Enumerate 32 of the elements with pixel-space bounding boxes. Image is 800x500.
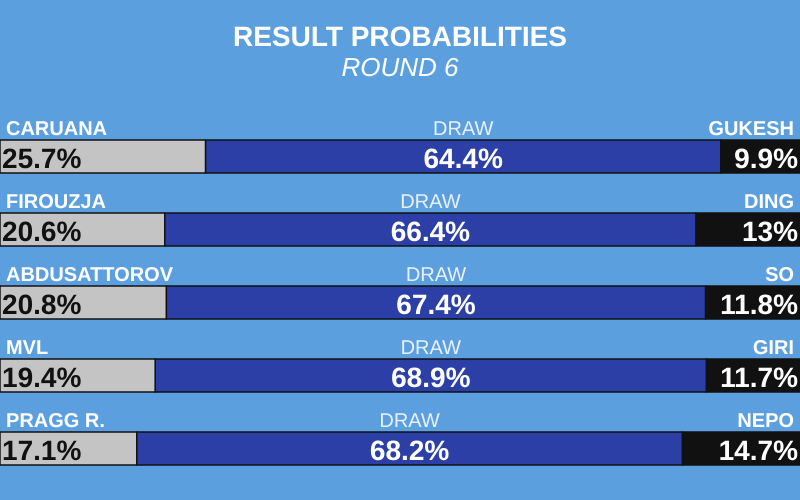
annotation: SO xyxy=(765,264,794,286)
series-label: DRAW xyxy=(433,118,494,140)
text: DRAW xyxy=(406,264,466,286)
y-tick-label: ABDUSATTOROV xyxy=(6,264,174,286)
chart-title: RESULT PROBABILITIES xyxy=(233,21,567,52)
annotation: NEPO xyxy=(737,410,794,432)
y-tick-label: CARUANA xyxy=(6,118,108,140)
text: DRAW xyxy=(379,410,440,432)
data-label: 66.4% xyxy=(390,216,470,247)
data-label: 19.4% xyxy=(2,362,82,393)
data-label: 11.8% xyxy=(720,289,798,320)
data-label: 67.4% xyxy=(396,289,476,320)
data-label: 20.6% xyxy=(2,216,82,247)
data-label: 13% xyxy=(742,216,798,247)
y-tick-label: PRAGG R. xyxy=(6,410,105,432)
data-label: 25.7% xyxy=(2,143,82,174)
y-tick-label: MVL xyxy=(6,337,48,359)
annotation: DING xyxy=(744,191,794,213)
text: DRAW xyxy=(400,191,461,213)
annotation: GUKESH xyxy=(708,118,794,140)
data-label: 68.9% xyxy=(391,362,471,393)
text: DRAW xyxy=(400,337,461,359)
data-label: 17.1% xyxy=(2,435,82,466)
data-label: 68.2% xyxy=(370,435,450,466)
y-tick-label: FIROUZJA xyxy=(6,191,106,213)
data-label: 20.8% xyxy=(2,289,82,320)
chart-subtitle: ROUND 6 xyxy=(341,52,460,82)
data-label: 64.4% xyxy=(423,143,503,174)
data-label: 11.7% xyxy=(720,362,798,393)
data-label: 9.9% xyxy=(734,143,798,174)
annotation: GIRI xyxy=(752,337,794,359)
data-label: 14.7% xyxy=(718,435,798,466)
